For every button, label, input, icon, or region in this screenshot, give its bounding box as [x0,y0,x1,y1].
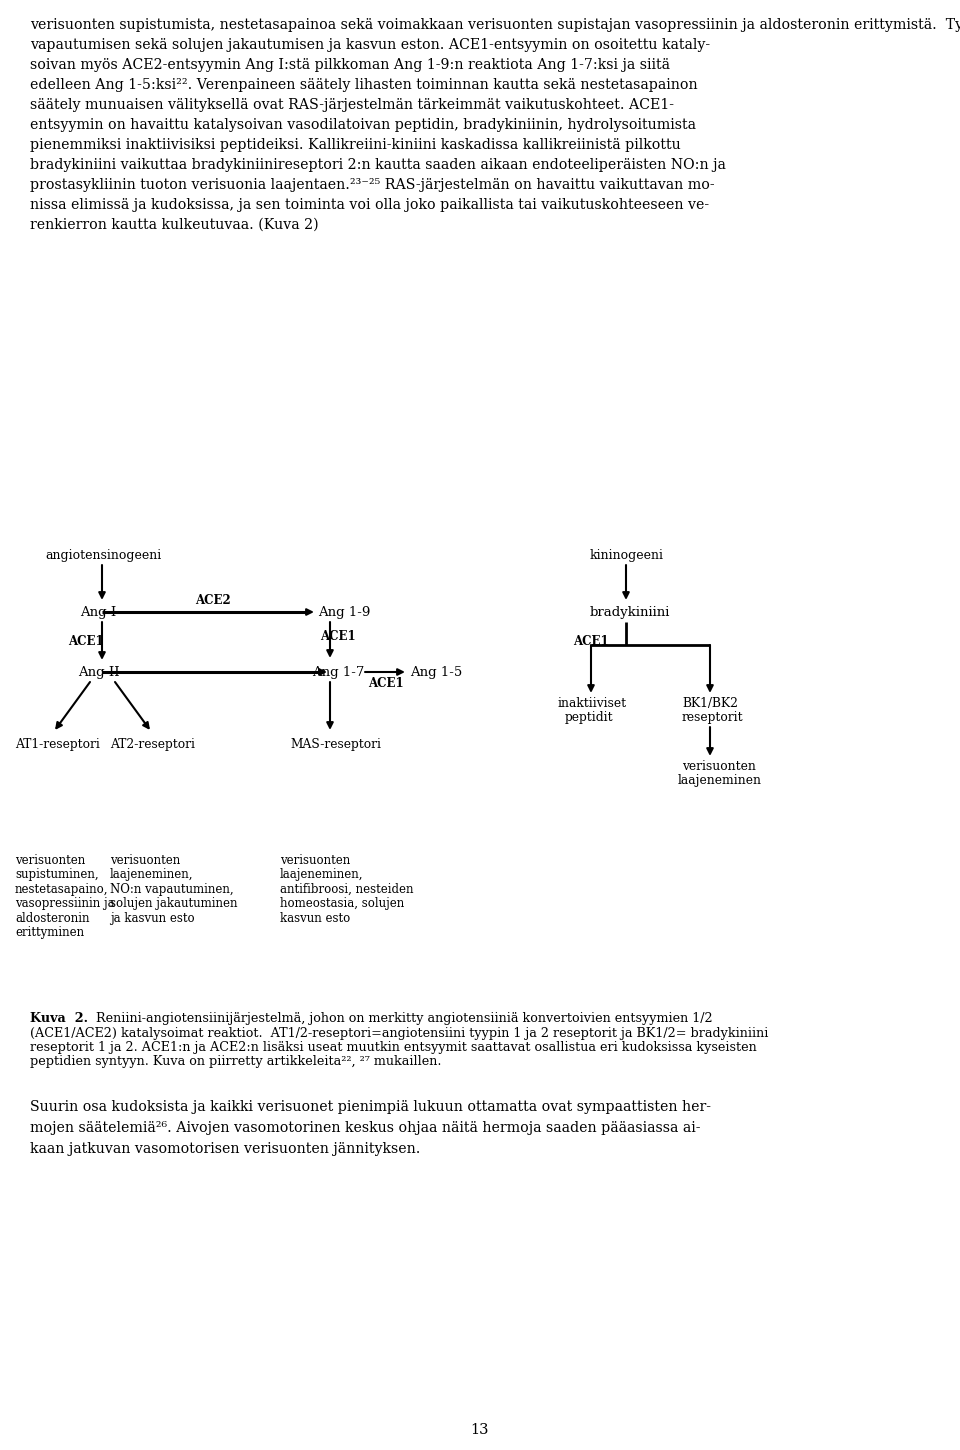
Text: verisuonten supistumista, nestetasapainoa sekä voimakkaan verisuonten supistajan: verisuonten supistumista, nestetasapaino… [30,17,960,32]
Text: supistuminen,: supistuminen, [15,869,99,882]
Text: säätely munuaisen välityksellä ovat RAS-järjestelmän tärkeimmät vaikutuskohteet.: säätely munuaisen välityksellä ovat RAS-… [30,99,674,112]
Text: Ang II: Ang II [78,666,120,679]
Text: Ang 1-7: Ang 1-7 [312,666,365,679]
Text: (ACE1/ACE2) katalysoimat reaktiot.  AT1/2-reseptori=angiotensiini tyypin 1 ja 2 : (ACE1/ACE2) katalysoimat reaktiot. AT1/2… [30,1027,768,1040]
Text: Ang 1-5: Ang 1-5 [410,666,463,679]
Text: verisuonten: verisuonten [682,760,756,773]
Text: homeostasia, solujen: homeostasia, solujen [280,898,404,911]
Text: prostasykliinin tuoton verisuonia laajentaen.²³⁻²⁵ RAS-järjestelmän on havaittu : prostasykliinin tuoton verisuonia laajen… [30,178,714,191]
Text: ACE1: ACE1 [68,635,104,648]
Text: edelleen Ang 1-5:ksi²². Verenpaineen säätely lihasten toiminnan kautta sekä nest: edelleen Ang 1-5:ksi²². Verenpaineen sää… [30,78,698,91]
Text: verisuonten: verisuonten [280,854,350,867]
Text: nestetasapaino,: nestetasapaino, [15,883,108,896]
Text: kasvun esto: kasvun esto [280,912,350,925]
Text: laajeneminen,: laajeneminen, [110,869,194,882]
Text: angiotensinogeeni: angiotensinogeeni [45,548,161,561]
Text: reseptorit 1 ja 2. ACE1:n ja ACE2:n lisäksi useat muutkin entsyymit saattavat os: reseptorit 1 ja 2. ACE1:n ja ACE2:n lisä… [30,1041,756,1054]
Text: BK1/BK2: BK1/BK2 [682,696,738,709]
Text: vasopressiinin ja: vasopressiinin ja [15,898,114,911]
Text: mojen säätelemiä²⁶. Aivojen vasomotorinen keskus ohjaa näitä hermoja saaden pääa: mojen säätelemiä²⁶. Aivojen vasomotorine… [30,1121,701,1135]
Text: verisuonten: verisuonten [15,854,85,867]
Text: ACE2: ACE2 [195,593,230,606]
Text: kaan jatkuvan vasomotorisen verisuonten jännityksen.: kaan jatkuvan vasomotorisen verisuonten … [30,1143,420,1156]
Text: ACE1: ACE1 [368,677,403,690]
Text: laajeneminen,: laajeneminen, [280,869,364,882]
Text: AT1-reseptori: AT1-reseptori [15,738,100,751]
Text: Kuva  2.: Kuva 2. [30,1012,88,1025]
Text: reseptorit: reseptorit [682,710,744,724]
Text: solujen jakautuminen: solujen jakautuminen [110,898,237,911]
Text: 13: 13 [470,1422,490,1437]
Text: peptidit: peptidit [565,710,613,724]
Text: antifibroosi, nesteiden: antifibroosi, nesteiden [280,883,414,896]
Text: bradykiniini: bradykiniini [590,606,670,619]
Text: Ang I: Ang I [80,606,116,619]
Text: vapautumisen sekä solujen jakautumisen ja kasvun eston. ACE1-entsyymin on osoite: vapautumisen sekä solujen jakautumisen j… [30,38,710,52]
Text: bradykiniini vaikuttaa bradykiniinireseptori 2:n kautta saaden aikaan endoteelip: bradykiniini vaikuttaa bradykiniiniresep… [30,158,726,173]
Text: kininogeeni: kininogeeni [590,548,664,561]
Text: nissa elimissä ja kudoksissa, ja sen toiminta voi olla joko paikallista tai vaik: nissa elimissä ja kudoksissa, ja sen toi… [30,199,709,212]
Text: aldosteronin: aldosteronin [15,912,89,925]
Text: entsyymin on havaittu katalysoivan vasodilatoivan peptidin, bradykiniinin, hydro: entsyymin on havaittu katalysoivan vasod… [30,117,696,132]
Text: renkierron kautta kulkeutuvaa. (Kuva 2): renkierron kautta kulkeutuvaa. (Kuva 2) [30,218,319,232]
Text: verisuonten: verisuonten [110,854,180,867]
Text: peptidien syntyyn. Kuva on piirretty artikkeleita²², ²⁷ mukaillen.: peptidien syntyyn. Kuva on piirretty art… [30,1056,442,1069]
Text: ACE1: ACE1 [320,629,355,642]
Text: erittyminen: erittyminen [15,927,84,940]
Text: AT2-reseptori: AT2-reseptori [110,738,195,751]
Text: ja kasvun esto: ja kasvun esto [110,912,195,925]
Text: NO:n vapautuminen,: NO:n vapautuminen, [110,883,233,896]
Text: soivan myös ACE2-entsyymin Ang I:stä pilkkoman Ang 1-9:n reaktiota Ang 1-7:ksi j: soivan myös ACE2-entsyymin Ang I:stä pil… [30,58,670,72]
Text: Reniini-angiotensiinijärjestelmä, johon on merkitty angiotensiiniä konvertoivien: Reniini-angiotensiinijärjestelmä, johon … [92,1012,712,1025]
Text: Suurin osa kudoksista ja kaikki verisuonet pienimpiä lukuun ottamatta ovat sympa: Suurin osa kudoksista ja kaikki verisuon… [30,1101,711,1114]
Text: pienemmiksi inaktiivisiksi peptideiksi. Kallikreiini-kiniini kaskadissa kallikre: pienemmiksi inaktiivisiksi peptideiksi. … [30,138,681,152]
Text: Ang 1-9: Ang 1-9 [318,606,371,619]
Text: laajeneminen: laajeneminen [678,773,762,786]
Text: MAS-reseptori: MAS-reseptori [290,738,381,751]
Text: ACE1: ACE1 [573,635,609,648]
Text: inaktiiviset: inaktiiviset [558,696,627,709]
